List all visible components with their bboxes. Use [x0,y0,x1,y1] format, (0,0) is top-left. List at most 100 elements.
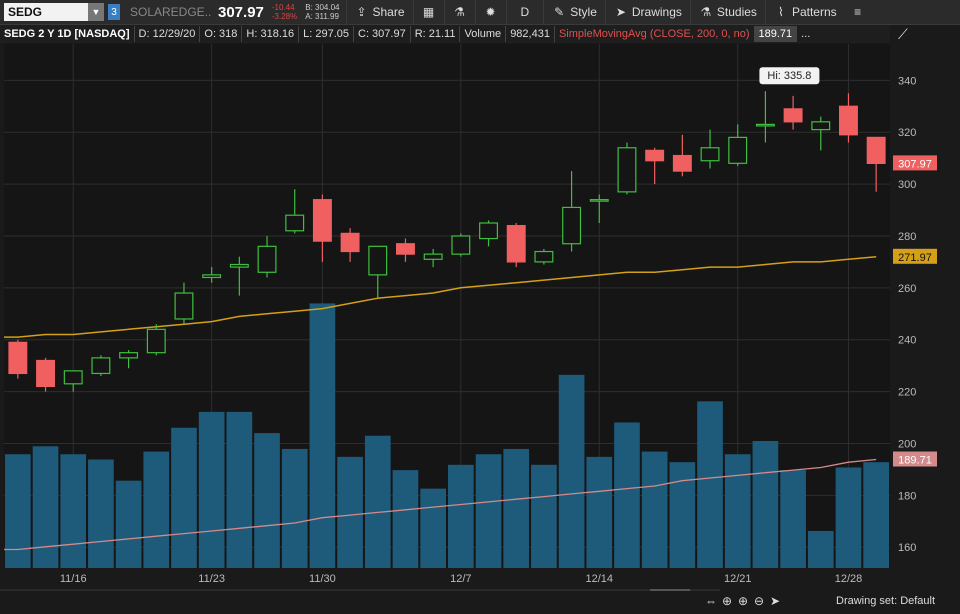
volume-bar [448,464,474,568]
volume-value: 982,431 [506,26,555,42]
trend-line-icon[interactable]: ⟋ [898,26,908,42]
candle-body [36,359,55,388]
chart-title[interactable]: SEDG 2 Y 1D [NASDAQ] [0,26,135,42]
volume-bar [143,451,170,568]
info-date: D: 12/29/20 [135,26,201,42]
company-name: SOLAREDGE... [130,5,212,19]
drawings-button[interactable]: ➤ Drawings [604,0,690,24]
style-label: Style [570,5,597,19]
candle-body [340,232,360,253]
price-tick-label: 180 [898,490,916,502]
share-button[interactable]: ⇪ Share [345,0,413,24]
volume-bar [309,303,336,568]
candle-up [700,129,720,169]
bottom-bar: ⇔ ⊕ ⊕ ⊖ ➤ Drawing set: Default [0,591,960,610]
candle-up [423,248,443,268]
crosshair-icon[interactable]: ⊕ [721,593,733,608]
volume-bar [669,462,696,568]
candle-body [174,292,194,320]
settings-button[interactable]: ✹ [474,0,506,24]
date-tick-label: 12/7 [450,573,471,585]
candle-up [589,194,609,223]
candle-down [8,339,28,379]
cursor-icon: ➤ [615,5,626,19]
candle-body [700,147,720,162]
candle-down [783,95,803,130]
candle-down [672,134,692,177]
aggregation-button[interactable]: D [505,0,544,24]
volume-bar [752,440,779,568]
candle-up [202,267,222,283]
volume-bar [586,456,613,568]
price-tick-label: 280 [898,231,916,243]
candle-up [368,245,388,299]
volume-bar [364,435,391,568]
candle-body [285,214,305,232]
flask-icon: ⚗ [454,5,465,19]
candle-body [368,245,388,276]
info-high: H: 318.16 [242,26,300,42]
candle-body [119,352,139,359]
ma-price-tag: 271.97 [898,252,932,264]
candle-up [119,350,139,369]
last-price: 307.97 [218,3,264,21]
share-icon: ⇪ [356,5,367,19]
price-tick-label: 260 [898,283,916,295]
candle-up [146,324,166,356]
symbol-input[interactable]: SEDG ▼ [4,3,104,21]
candle-down [839,93,858,143]
price-chart[interactable]: 340 320 300 280 260 240 220 200 180 160 11/16 11/23… [0,44,960,614]
volume-study-label[interactable]: Volume [460,26,507,42]
volume-ma-tag: 189.71 [898,455,932,467]
volume-bar [503,448,530,568]
ask-price: A: 311.99 [305,12,339,21]
flask-button[interactable]: ⚗ [443,0,475,24]
style-icon: ✎ [554,5,565,19]
candle-up [728,124,748,166]
candle-down [645,147,665,185]
candle-body [866,136,886,165]
candle-body [423,253,443,260]
sma-study-label[interactable]: SimpleMovingAvg (CLOSE, 200, 0, no) [555,26,755,42]
candle-up [811,116,831,151]
volume-moving-average-line [3,458,877,551]
volume-bar [641,451,668,568]
last-price-tag: 307.97 [898,158,932,170]
volume-ma-tag-bg [893,451,937,467]
pointer-icon[interactable]: ➤ [769,593,781,608]
candle-up [257,235,277,278]
date-tick-label: 11/23 [198,573,225,585]
studies-button[interactable]: ⚗ Studies [689,0,765,24]
menu-icon: ≡ [854,5,862,19]
candle-body [506,224,526,263]
candle-body [783,108,803,123]
patterns-button[interactable]: ⌇ Patterns [764,0,845,24]
volume-bar [281,448,308,568]
price-tick-label: 160 [898,542,916,554]
date-tick-label: 11/16 [60,573,87,585]
more-studies[interactable]: ... [801,28,811,40]
candle-body [146,328,166,354]
zoom-in-icon[interactable]: ⊕ [737,593,749,608]
candle-body [534,250,554,263]
menu-button[interactable]: ≡ [845,0,871,24]
drawing-set-selector[interactable]: Drawing set: Default [836,594,936,607]
volume-bar [392,470,419,568]
zoom-out-icon[interactable]: ⊖ [753,593,765,608]
candle-body [202,274,222,279]
last-price-tag-bg [893,155,937,171]
style-button[interactable]: ✎ Style [543,0,605,24]
symbol-text: SEDG [8,5,43,19]
symbol-dropdown-icon[interactable]: ▼ [88,3,104,21]
candle-body [562,206,582,245]
flexible-grid-button[interactable]: ▦ [412,0,444,24]
link-badge-icon[interactable]: 3 [108,4,120,20]
volume-bar [697,401,723,568]
price-tick-label: 340 [898,75,916,87]
candle-body [451,235,471,255]
change-abs: -10.44 [271,3,295,12]
info-close: C: 307.97 [354,26,411,42]
price-change: -10.44 -3.28% [272,3,297,21]
pan-arrows-icon[interactable]: ⇔ [705,593,717,608]
studies-flask-icon: ⚗ [700,5,712,19]
